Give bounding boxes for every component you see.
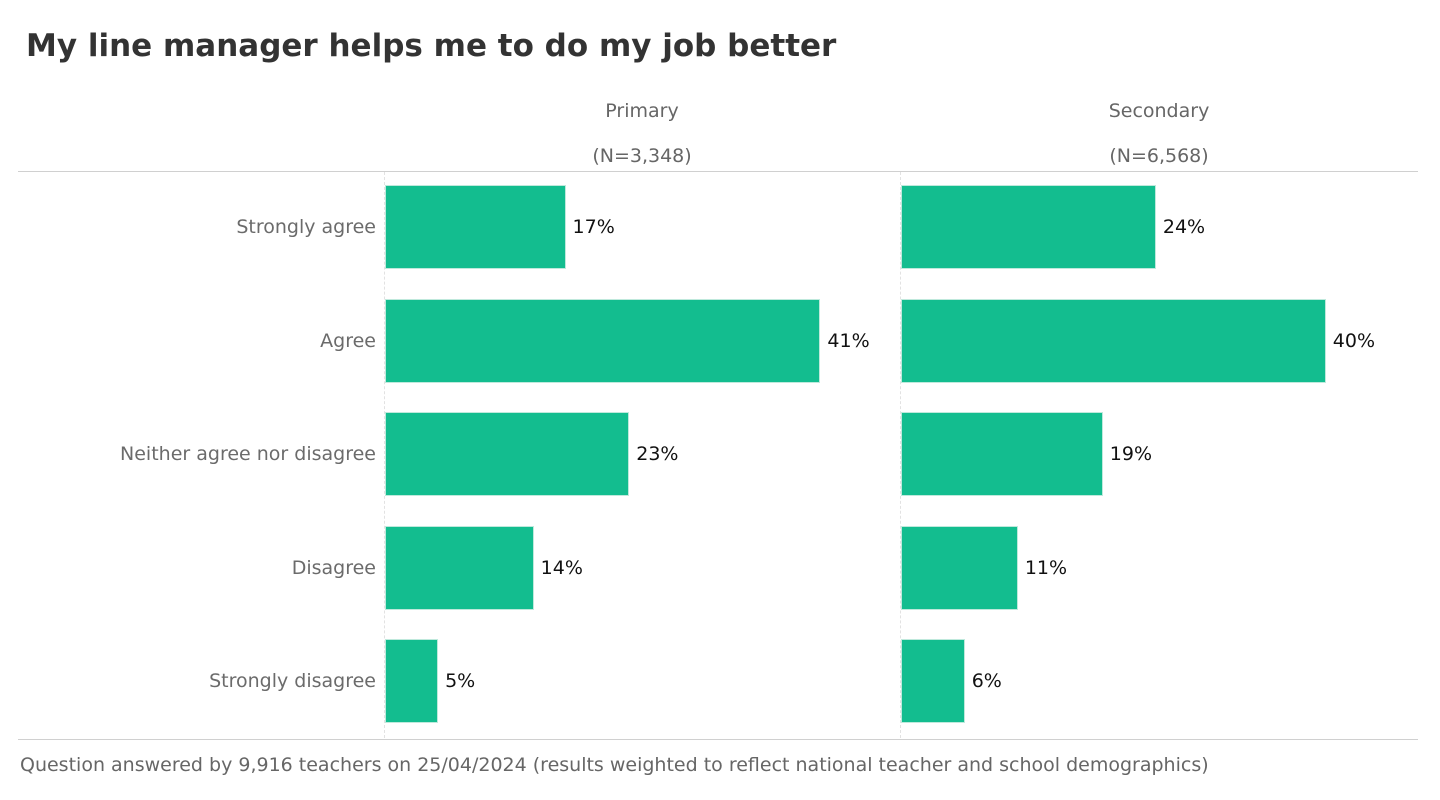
bar-secondary[interactable] — [901, 412, 1103, 497]
bar-secondary[interactable] — [901, 298, 1326, 383]
bar-secondary[interactable] — [901, 639, 965, 724]
panel-n-secondary: (N=6,568) — [1109, 145, 1209, 167]
data-label-primary: 17% — [572, 216, 615, 238]
bar-secondary[interactable] — [901, 525, 1018, 610]
bar-primary[interactable] — [385, 412, 630, 497]
bar-primary[interactable] — [385, 639, 439, 724]
primary-axis-line — [384, 172, 385, 738]
data-label-primary: 14% — [540, 556, 583, 579]
panel-title-secondary: Secondary — [1108, 100, 1210, 122]
data-label-secondary: 6% — [971, 670, 1002, 693]
bar-primary[interactable] — [385, 298, 821, 383]
bar-primary[interactable] — [385, 525, 534, 610]
footer-divider — [18, 739, 1418, 740]
data-label-secondary: 19% — [1109, 443, 1152, 466]
panel-n-primary: (N=3,348) — [592, 145, 692, 167]
data-label-secondary: 11% — [1024, 556, 1068, 579]
chart-title: My line manager helps me to do my job be… — [26, 28, 837, 64]
data-label-secondary: 40% — [1332, 329, 1376, 352]
category-label: Agree — [320, 329, 376, 352]
category-label: Strongly disagree — [209, 670, 376, 693]
bar-secondary[interactable] — [901, 185, 1156, 269]
bar-primary[interactable] — [385, 185, 566, 269]
panel-title-primary: Primary — [605, 100, 679, 122]
data-label-primary: 5% — [445, 670, 476, 693]
category-label: Disagree — [291, 556, 376, 579]
footer-note: Question answered by 9,916 teachers on 2… — [20, 754, 1209, 776]
category-label: Strongly agree — [236, 216, 376, 238]
secondary-axis-line — [900, 172, 901, 738]
data-label-primary: 23% — [636, 443, 679, 466]
category-label: Neither agree nor disagree — [120, 443, 376, 466]
header-divider — [18, 171, 1418, 172]
data-label-primary: 41% — [827, 329, 870, 352]
data-label-secondary: 24% — [1162, 216, 1206, 238]
